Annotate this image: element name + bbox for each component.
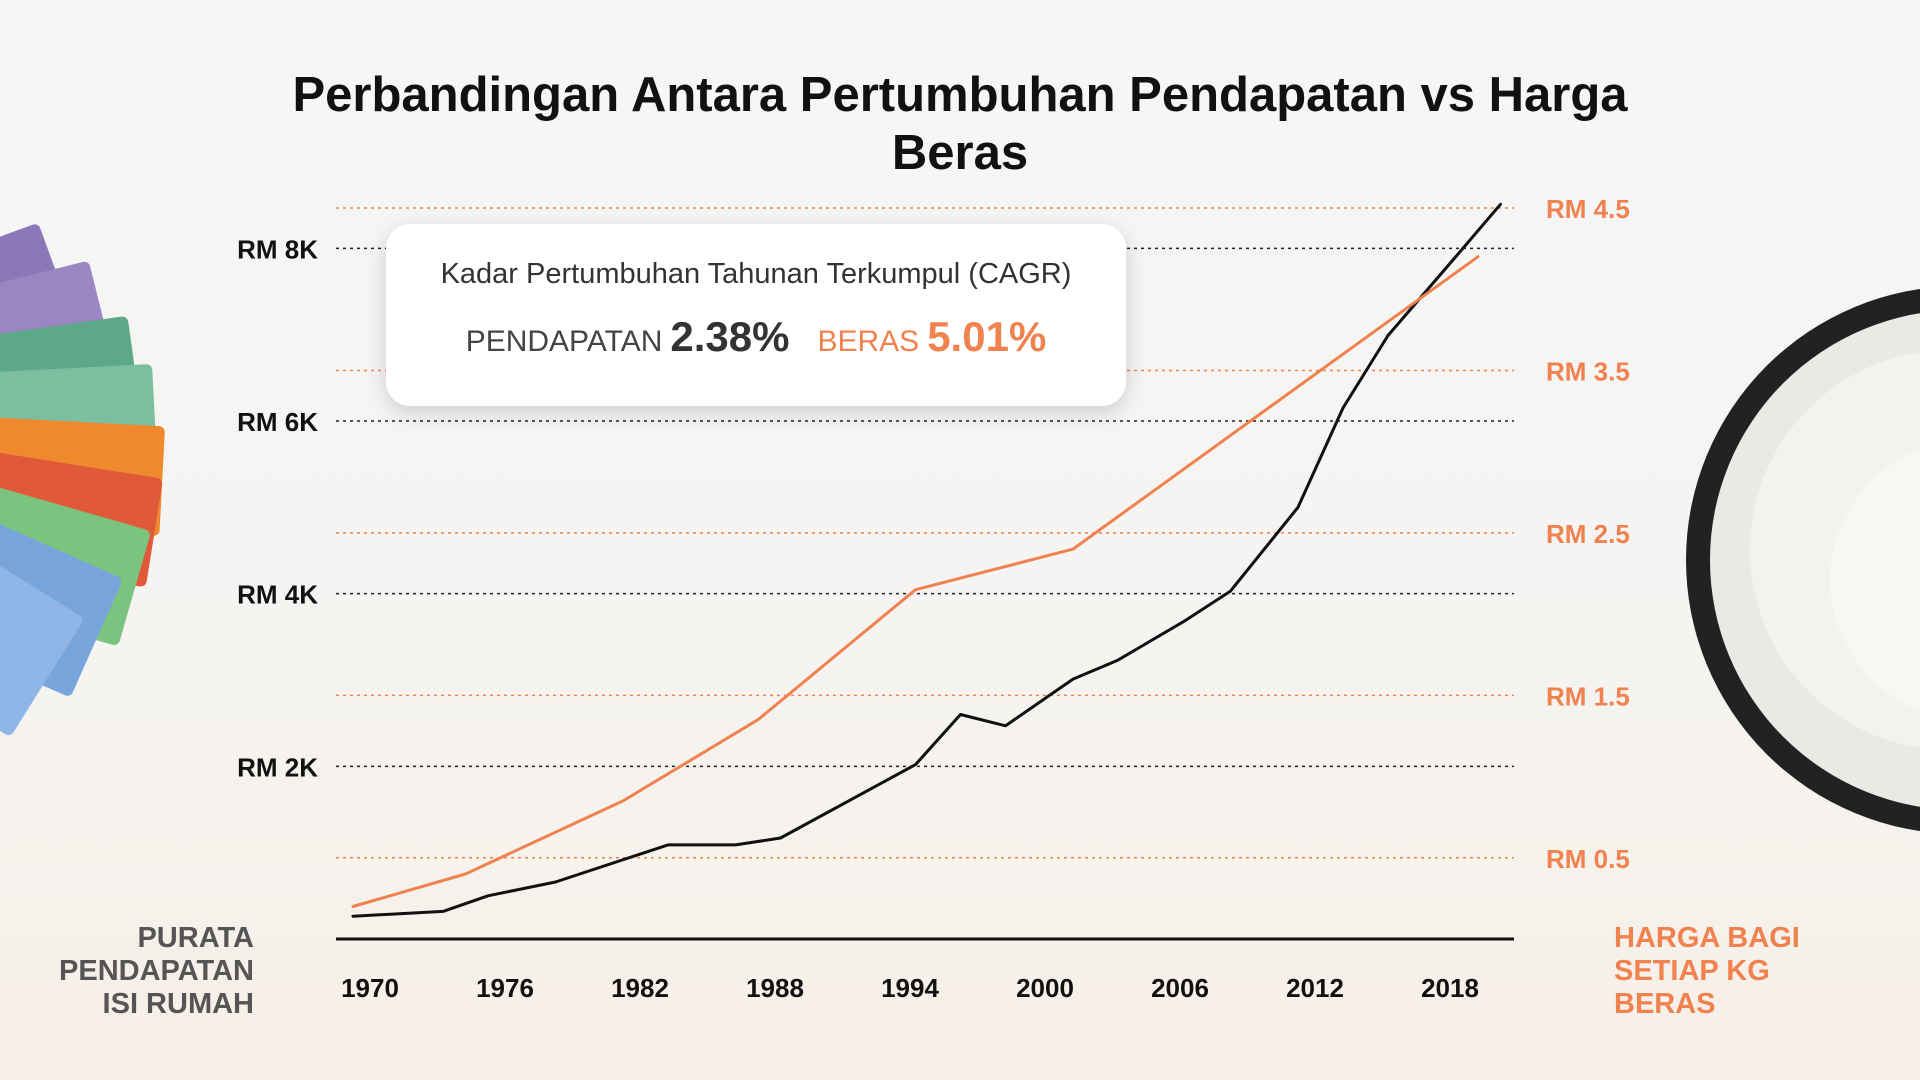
y-left-tick-label: RM 6K: [237, 407, 318, 437]
x-tick-label: 2012: [1286, 973, 1344, 1003]
x-tick-label: 1988: [746, 973, 804, 1003]
chart-title: Perbandingan Antara Pertumbuhan Pendapat…: [292, 68, 1628, 180]
cagr-rice-label: BERAS: [817, 325, 920, 358]
y-right-tick-label: RM 3.5: [1546, 356, 1630, 386]
cagr-rice-value: 5.01%: [927, 313, 1047, 360]
cagr-title: Kadar Pertumbuhan Tahunan Terkumpul (CAG…: [440, 258, 1072, 290]
y-left-tick-label: RM 2K: [237, 752, 318, 782]
y-right-tick-label: RM 1.5: [1546, 681, 1630, 711]
right-axis-title: HARGA BAGI SETIAP KG BERAS: [1614, 922, 1800, 1020]
money-fan-illustration: [0, 220, 230, 810]
rice-bowl-illustration: [1670, 280, 1920, 840]
x-tick-label: 1982: [611, 973, 669, 1003]
x-tick-label: 2000: [1016, 973, 1074, 1003]
y-right-tick-label: RM 2.5: [1546, 519, 1630, 549]
x-tick-label: 1970: [341, 973, 399, 1003]
cagr-income-value: 2.38%: [670, 313, 790, 360]
rice-price-series-line: [351, 255, 1480, 908]
cagr-income-label: PENDAPATAN: [465, 325, 663, 358]
cagr-values: PENDAPATAN 2.38% BERAS 5.01%: [386, 313, 1126, 361]
y-right-tick-label: RM 4.5: [1546, 194, 1630, 224]
income-series-line: [351, 202, 1502, 918]
x-tick-label: 1976: [476, 973, 534, 1003]
y-left-tick-label: RM 4K: [237, 580, 318, 610]
cagr-box: Kadar Pertumbuhan Tahunan Terkumpul (CAG…: [386, 224, 1126, 406]
x-tick-label: 2006: [1151, 973, 1209, 1003]
left-axis-title: PURATA PENDAPATAN ISI RUMAH: [59, 922, 254, 1020]
x-tick-label: 2018: [1421, 973, 1479, 1003]
x-tick-label: 1994: [881, 973, 939, 1003]
y-left-tick-label: RM 8K: [237, 234, 318, 264]
y-right-tick-label: RM 0.5: [1546, 844, 1630, 874]
